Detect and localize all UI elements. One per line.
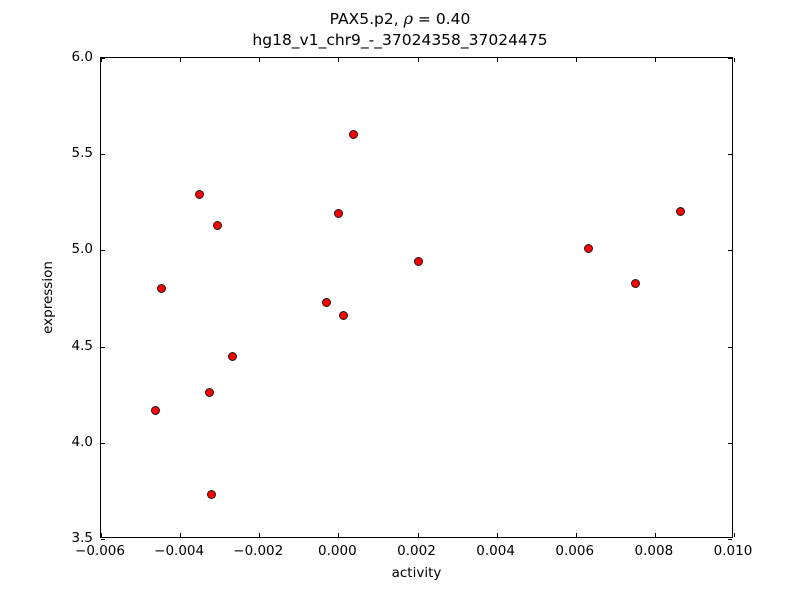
y-axis-tick	[101, 539, 105, 540]
x-axis-label: activity	[391, 565, 442, 581]
x-axis-tick	[180, 58, 182, 62]
x-axis-tick	[338, 533, 340, 537]
y-axis-tick	[728, 154, 732, 156]
plot-data-area	[101, 58, 732, 537]
x-axis-tick	[654, 58, 656, 62]
data-point	[151, 405, 161, 415]
x-axis-tick	[101, 58, 102, 62]
data-point	[414, 257, 424, 267]
plot-axes-frame	[100, 57, 735, 540]
x-axis-tick	[417, 58, 419, 62]
data-point	[212, 220, 222, 230]
data-point	[334, 209, 344, 219]
x-axis-tick-label: −0.006	[75, 543, 125, 559]
y-axis-tick-label: 3.5	[71, 530, 93, 546]
data-point	[206, 490, 216, 500]
chart-title: PAX5.p2, ρ = 0.40 hg18_v1_chr9_-_3702435…	[0, 8, 800, 51]
y-axis-tick-label: 5.0	[71, 241, 93, 258]
data-point	[204, 388, 214, 398]
chart-title-line-1: PAX5.p2, ρ = 0.40	[0, 8, 800, 30]
y-axis-tick	[728, 250, 732, 252]
data-point	[583, 243, 593, 253]
chart-title-line-2: hg18_v1_chr9_-_37024358_37024475	[252, 31, 548, 49]
x-axis-tick-label: 0.002	[397, 543, 436, 559]
y-axis-tick	[728, 58, 732, 59]
x-axis-tick-label: −0.002	[233, 543, 284, 559]
y-axis-tick	[101, 442, 105, 444]
y-axis-tick	[728, 442, 732, 444]
x-axis-tick-label: 0.004	[476, 543, 515, 559]
x-axis-tick-label: 0.010	[713, 543, 753, 559]
x-axis-tick-label: 0.006	[555, 543, 595, 559]
y-axis-tick	[101, 58, 105, 59]
x-axis-tick	[734, 533, 735, 537]
x-axis-tick-label: −0.004	[154, 543, 205, 559]
x-axis-tick	[496, 533, 498, 537]
data-point	[322, 297, 331, 307]
x-axis-tick-label: 0.000	[318, 543, 357, 559]
data-point	[339, 311, 349, 321]
y-axis-tick	[728, 346, 732, 348]
y-axis-tick	[101, 346, 105, 348]
data-point	[227, 351, 237, 361]
x-axis-tick	[734, 58, 735, 62]
x-axis-tick	[259, 533, 261, 537]
y-axis-tick-label: 5.5	[71, 145, 93, 162]
data-point	[630, 278, 640, 288]
y-axis-label: expression	[40, 261, 56, 334]
x-axis-tick	[496, 58, 498, 62]
x-axis-tick	[180, 533, 182, 537]
y-axis-tick	[101, 154, 105, 156]
x-axis-tick	[654, 533, 656, 537]
y-axis-tick-label: 4.5	[71, 337, 93, 354]
x-axis-tick	[575, 533, 577, 537]
data-point	[194, 190, 204, 200]
data-point	[348, 130, 358, 140]
x-axis-tick	[417, 533, 419, 537]
chart-title-rho-value: = 0.40	[412, 10, 471, 28]
x-axis-tick-label: 0.008	[634, 543, 674, 559]
x-axis-tick	[338, 58, 340, 62]
x-axis-tick	[259, 58, 261, 62]
y-axis-tick	[101, 250, 105, 252]
y-axis-tick-label: 4.0	[71, 433, 93, 450]
rho-symbol: ρ	[403, 9, 413, 28]
y-axis-tick-label: 6.0	[71, 49, 93, 65]
data-point	[676, 207, 686, 217]
x-axis-tick	[101, 533, 102, 537]
chart-title-prefix: PAX5.p2,	[329, 10, 404, 28]
x-axis-tick	[575, 58, 577, 62]
data-point	[156, 284, 166, 294]
y-axis-tick	[728, 539, 732, 540]
